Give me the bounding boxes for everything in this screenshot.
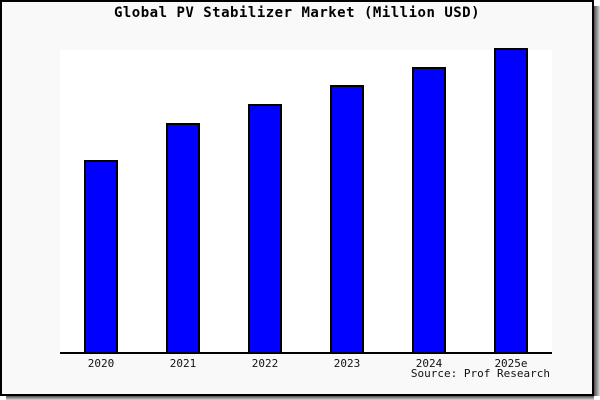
chart-title: Global PV Stabilizer Market (Million USD… xyxy=(113,5,481,21)
bar-2024 xyxy=(412,67,446,352)
bar-2023 xyxy=(330,85,364,352)
bar-2020 xyxy=(84,160,118,352)
frame-shadow-bottom xyxy=(6,396,594,400)
frame-shadow-right xyxy=(594,6,600,396)
x-axis-label-2021: 2021 xyxy=(169,357,197,370)
bar-2025e xyxy=(494,48,528,352)
x-axis-label-2025e: 2025e xyxy=(494,357,528,370)
x-axis-label-2024: 2024 xyxy=(415,357,443,370)
x-axis-label-2022: 2022 xyxy=(251,357,279,370)
source-note: Source: Prof Research xyxy=(410,367,550,380)
bar-2022 xyxy=(248,104,282,352)
x-axis-label-2020: 2020 xyxy=(87,357,115,370)
plot-area xyxy=(60,48,552,354)
bar-2021 xyxy=(166,123,200,352)
x-axis-label-2023: 2023 xyxy=(333,357,361,370)
